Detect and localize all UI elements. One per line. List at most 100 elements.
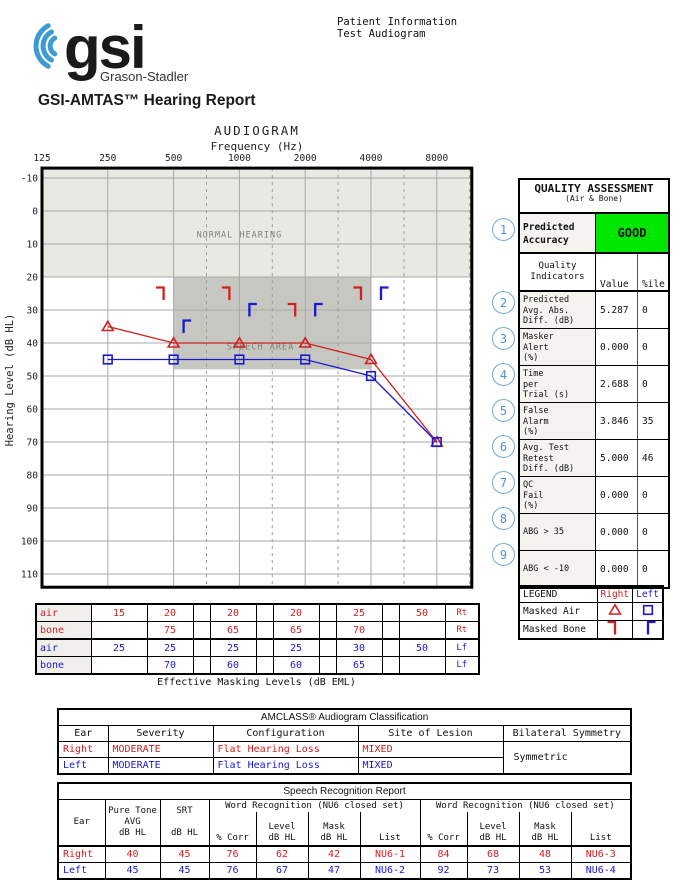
masking-value: 25: [209, 638, 257, 657]
masking-value: [192, 621, 211, 640]
quality-row-pct: 0: [642, 378, 648, 390]
speech-srt: 45: [159, 862, 210, 880]
quality-row: ABG > 35 0.000 0: [520, 513, 668, 550]
speech-pct: 92: [419, 862, 468, 880]
masking-value: 30: [335, 638, 383, 657]
masking-caption: Effective Masking Levels (dB EML): [157, 677, 356, 688]
speech-col-level: Level dB HL: [255, 812, 309, 847]
masking-value: [255, 656, 274, 675]
marker-bracket-right: [221, 286, 231, 300]
speech-list: NU6-4: [570, 862, 632, 880]
y-tick-label: 0: [32, 207, 38, 218]
region-label: SPEECH AREA: [227, 343, 294, 353]
speech-level: 67: [255, 862, 309, 880]
masking-table: air 15 20 20 20 25 50 Rt bone 75 65 65 70 Rt air 25 25 25…: [35, 603, 480, 675]
predicted-accuracy-label: Predicted Accuracy: [520, 214, 596, 252]
masking-value: [255, 603, 274, 622]
masking-row: bone 70 60 60 65 Lf: [35, 656, 480, 675]
gsi-logo: gsi Grason-Stadler: [33, 14, 189, 84]
x-tick-label: 125: [33, 153, 50, 164]
square-icon: [642, 604, 653, 616]
masking-value: 65: [272, 621, 320, 640]
quality-row-value: 0.000: [596, 329, 638, 365]
x-tick-label: 4000: [360, 153, 383, 164]
marker-bracket-left: [248, 302, 257, 317]
amclass-severity: MODERATE: [107, 757, 214, 775]
masking-value: [90, 656, 148, 675]
amclass-row: Left MODERATE Flat Hearing Loss MIXED: [57, 757, 631, 775]
speech-mask: 47: [307, 862, 361, 880]
speech-col-mask: Mask dB HL: [518, 812, 572, 847]
marker-triangle: [166, 336, 181, 348]
speech-pct: 76: [208, 862, 257, 880]
speech-header-row-2: % Corr Level dB HL Mask dB HL List% Corr Lev…: [58, 812, 632, 847]
y-tick-label: 70: [27, 438, 39, 449]
amclass-configuration: Flat Hearing Loss: [212, 757, 359, 775]
logo-text: gsi: [64, 14, 145, 81]
report-title: GSI-AMTAS™ Hearing Report: [38, 92, 256, 109]
col-header-value: Value: [596, 254, 638, 290]
masking-value: [381, 621, 400, 640]
y-tick-label: -10: [21, 174, 38, 185]
speech-mask: 48: [518, 845, 572, 863]
masking-row-label: air: [35, 638, 92, 657]
x-tick-label: 500: [165, 153, 182, 164]
legend-marker-cell: [632, 620, 664, 640]
marker-square: [642, 604, 653, 616]
speech-pta: 40: [104, 845, 161, 863]
masking-value: [318, 621, 337, 640]
amclass-col-header: Configuration: [212, 725, 359, 742]
region-label: NORMAL HEARING: [197, 230, 283, 240]
speech-wr-group-header: Word Recognition (NU6 closed set): [208, 799, 421, 812]
quality-row: False Alarm (%) 3.846 35: [520, 402, 668, 439]
masking-value: 25: [90, 638, 148, 657]
amclass-table: AMCLASS® Audiogram Classification Ear Seve…: [57, 708, 633, 775]
speech-col-level: Level dB HL: [466, 812, 520, 847]
amclass-site: MIXED: [357, 757, 504, 775]
masking-levels-table: air 15 20 20 20 25 50 Rt bone 75 65 65 70 Rt air 25 25 25…: [35, 603, 480, 675]
quality-row-label: ABG < -10: [520, 551, 596, 587]
y-tick-label: 40: [27, 339, 39, 350]
speech-wr-group-header: Word Recognition (NU6 closed set): [419, 799, 632, 812]
legend-table: LEGEND Right Left Masked Air Masked Bone: [518, 585, 664, 640]
marker-triangle: [364, 352, 378, 365]
speech-list: NU6-1: [359, 845, 421, 863]
y-tick-label: 10: [27, 240, 39, 251]
amclass-col-header: Site of Lesion: [357, 725, 504, 742]
quality-number-circle: 5: [492, 399, 515, 422]
quality-number-circle: 4: [492, 363, 515, 386]
masking-value: [192, 603, 211, 622]
marker-bracket-right: [156, 286, 165, 300]
amclass-ear: Left: [57, 757, 109, 775]
quality-row-label: False Alarm (%): [520, 403, 596, 439]
masking-side-label: Lf: [444, 638, 480, 657]
predicted-accuracy-row: Predicted Accuracy GOOD: [520, 214, 668, 252]
masking-value: [192, 656, 211, 675]
masking-value: 60: [272, 656, 320, 675]
col-header-indicators: Quality Indicators: [520, 254, 596, 290]
bracket-right-icon: [607, 620, 616, 635]
marker-bracket-left: [646, 620, 656, 635]
y-tick-label: 50: [27, 372, 39, 383]
marker-square: [365, 370, 377, 382]
marker-bracket-left: [182, 319, 192, 333]
speech-pta: 45: [104, 862, 161, 880]
masking-value: 65: [335, 656, 383, 675]
quality-number-circle: 7: [492, 471, 515, 494]
amclass-severity: MODERATE: [107, 741, 214, 758]
masking-side-label: Rt: [444, 621, 480, 640]
masking-row: bone 75 65 65 70 Rt: [35, 621, 480, 640]
speech-col-pta: Pure Tone AVG dB HL: [104, 799, 161, 847]
speech-title-row: Speech Recognition Report: [57, 782, 632, 800]
quality-row-pct: 0: [642, 526, 648, 538]
speech-col-list: List: [570, 812, 632, 847]
speech-mask: 42: [307, 845, 361, 863]
legend-marker-cell: [596, 620, 634, 640]
x-tick-label: 250: [99, 153, 116, 164]
speech-col-srt: SRT dB HL: [159, 799, 210, 847]
legend-row: Masked Air: [518, 602, 664, 621]
quality-title: QUALITY ASSESSMENT: [534, 182, 654, 195]
masking-value: 70: [146, 656, 194, 675]
speech-row: Left 45 45 76 67 47 NU6-2 92 73 53 NU6-4: [57, 862, 632, 880]
